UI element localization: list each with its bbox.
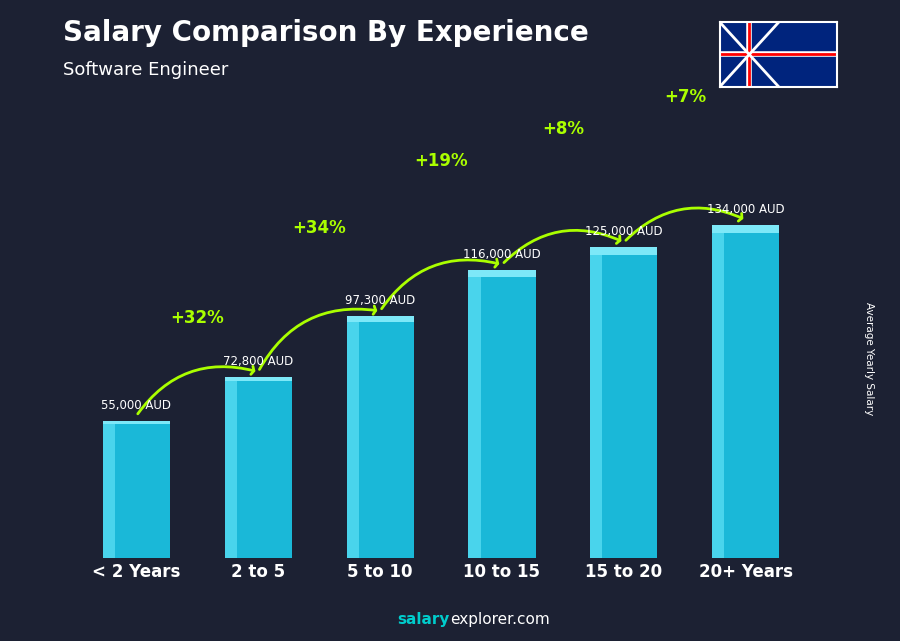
Text: 72,800 AUD: 72,800 AUD: [223, 355, 293, 368]
Text: 116,000 AUD: 116,000 AUD: [464, 248, 541, 261]
Text: 134,000 AUD: 134,000 AUD: [707, 203, 785, 216]
FancyBboxPatch shape: [103, 421, 170, 558]
Text: 55,000 AUD: 55,000 AUD: [101, 399, 171, 412]
Text: explorer.com: explorer.com: [450, 612, 550, 627]
FancyBboxPatch shape: [590, 247, 657, 255]
Text: Software Engineer: Software Engineer: [63, 61, 229, 79]
FancyBboxPatch shape: [225, 377, 292, 558]
FancyBboxPatch shape: [590, 247, 657, 558]
FancyBboxPatch shape: [346, 316, 414, 558]
FancyBboxPatch shape: [468, 269, 536, 558]
FancyBboxPatch shape: [468, 269, 481, 558]
Text: +34%: +34%: [292, 219, 346, 237]
FancyBboxPatch shape: [712, 225, 724, 558]
FancyBboxPatch shape: [712, 225, 779, 233]
FancyBboxPatch shape: [468, 269, 536, 277]
Text: +32%: +32%: [170, 309, 224, 327]
Text: +7%: +7%: [664, 88, 706, 106]
FancyBboxPatch shape: [346, 316, 358, 558]
FancyBboxPatch shape: [590, 247, 602, 558]
FancyBboxPatch shape: [103, 421, 170, 424]
FancyBboxPatch shape: [346, 316, 414, 322]
Text: +8%: +8%: [542, 120, 584, 138]
FancyBboxPatch shape: [225, 377, 237, 558]
FancyBboxPatch shape: [712, 225, 779, 558]
Text: +19%: +19%: [414, 152, 468, 170]
FancyBboxPatch shape: [225, 377, 292, 381]
FancyBboxPatch shape: [103, 421, 114, 558]
Text: 97,300 AUD: 97,300 AUD: [345, 294, 415, 307]
Text: Salary Comparison By Experience: Salary Comparison By Experience: [63, 19, 589, 47]
Text: 125,000 AUD: 125,000 AUD: [585, 226, 662, 238]
Text: Average Yearly Salary: Average Yearly Salary: [863, 303, 874, 415]
Text: salary: salary: [398, 612, 450, 627]
